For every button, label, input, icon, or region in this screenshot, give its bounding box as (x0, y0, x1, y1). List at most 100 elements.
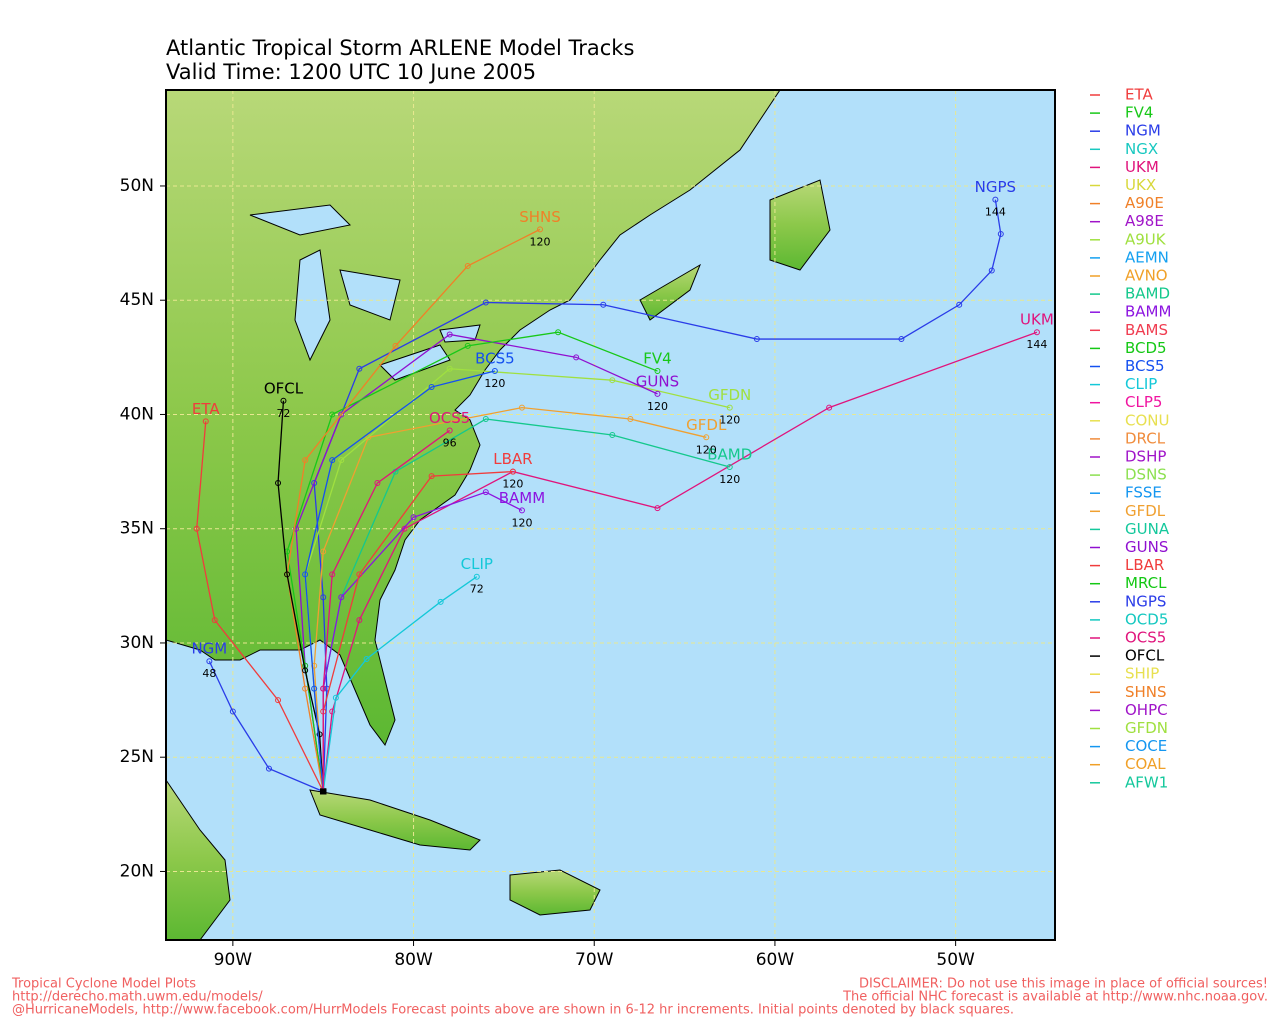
x-tick-label: 60W (756, 950, 795, 970)
forecast-point (446, 331, 453, 338)
track-label: GUNS (636, 372, 679, 390)
y-tick-label: 45N (120, 290, 154, 310)
forecast-point (284, 571, 291, 578)
forecast-point (275, 697, 282, 704)
grid (166, 90, 1055, 940)
footer-left: Tropical Cyclone Model Plots (11, 977, 196, 992)
forecast-point (311, 662, 318, 669)
legend-label: BAMS (1125, 321, 1168, 339)
hour-label: 120 (696, 443, 717, 456)
forecast-point (518, 507, 525, 514)
legend-label: BCD5 (1125, 339, 1167, 357)
track-label: NGM (191, 640, 227, 658)
forecast-point (275, 480, 282, 487)
forecast-point (229, 708, 236, 715)
legend-label: OFCL (1125, 647, 1165, 665)
forecast-point (518, 404, 525, 411)
footer-right: DISCLAIMER: Do not use this image in pla… (859, 977, 1268, 992)
forecast-point (329, 708, 336, 715)
forecast-point (446, 427, 453, 434)
legend-label: OHPC (1125, 701, 1168, 719)
legend-label: DSHP (1125, 448, 1166, 466)
forecast-point (726, 464, 733, 471)
forecast-point (265, 765, 272, 772)
hour-label: 120 (511, 516, 532, 529)
forecast-point (956, 301, 963, 308)
forecast-point (654, 505, 661, 512)
forecast-point (302, 667, 309, 674)
track-label: BAMM (499, 489, 545, 507)
x-tick-label: 50W (936, 950, 975, 970)
forecast-point (356, 571, 363, 578)
legend-label: GUNS (1125, 538, 1168, 556)
hour-label: 120 (502, 478, 523, 491)
legend-label: CONU (1125, 411, 1169, 429)
hour-label: 120 (719, 414, 740, 427)
forecast-point (826, 404, 833, 411)
legend-label: AEMN (1125, 248, 1169, 266)
legend-label: SHNS (1125, 683, 1167, 701)
forecast-point (363, 655, 370, 662)
track-line (277, 400, 324, 792)
legend-label: UKX (1125, 176, 1156, 194)
forecast-point (600, 301, 607, 308)
legend-label: A90E (1125, 194, 1164, 212)
y-tick-label: 35N (120, 519, 154, 539)
forecast-point (482, 489, 489, 496)
legend-label: A98E (1125, 212, 1164, 230)
track-label: LBAR (493, 450, 532, 468)
legend-label: COCE (1125, 737, 1167, 755)
forecast-point (356, 365, 363, 372)
track-label: OFCL (264, 379, 304, 397)
forecast-point (302, 571, 309, 578)
cuba (309, 789, 481, 851)
forecast-point (311, 685, 318, 692)
legend-label: GUNA (1125, 520, 1170, 538)
track-line (313, 199, 1002, 792)
legend-label: AFW1 (1125, 773, 1168, 791)
forecast-point (410, 514, 417, 521)
forecast-point (509, 468, 516, 475)
forecast-point (437, 598, 444, 605)
forecast-point (329, 571, 336, 578)
forecast-point (473, 573, 480, 580)
forecast-point (537, 226, 544, 233)
footer-right: The official NHC forecast is available a… (842, 990, 1268, 1005)
forecast-point (627, 416, 634, 423)
legend-label: GFDL (1125, 502, 1166, 520)
legend-label: GFDN (1125, 719, 1168, 737)
forecast-point (206, 658, 213, 665)
hour-label: 48 (202, 667, 216, 680)
forecast-point (320, 594, 327, 601)
forecast-point (491, 368, 498, 375)
legend-label: AVNO (1125, 267, 1168, 285)
track-label: CLIP (461, 555, 493, 573)
axes: 90W 80W 70W 60W 50W 20N 25N 30N 35N 40N 45N 50N (120, 176, 975, 970)
forecast-point (1033, 329, 1040, 336)
legend-label: DRCL (1125, 429, 1166, 447)
map-frame (165, 89, 1056, 941)
y-tick-label: 30N (120, 633, 154, 653)
track-label: ETA (192, 400, 220, 418)
newfoundland (769, 179, 831, 271)
legend-label: ETA (1125, 86, 1153, 104)
footer-left: http://derecho.math.uwm.edu/models/ (12, 990, 263, 1005)
x-tick-label: 90W (214, 950, 253, 970)
tracks: NGPS144UKM144BAMD120GFDL120GFDN120GUNS12… (191, 178, 1054, 795)
forecast-point (320, 685, 327, 692)
legend: ETAFV4NGMNGXUKMUKXA90EA98EA9UKAEMNAVNOBA… (1090, 86, 1171, 791)
legend-label: FV4 (1125, 104, 1153, 122)
legend-label: COAL (1125, 755, 1166, 773)
hour-label: 72 (276, 407, 290, 420)
legend-label: A9UK (1125, 230, 1167, 248)
x-tick-label: 80W (394, 950, 433, 970)
track-label: GFDN (708, 386, 751, 404)
legend-label: CLP5 (1125, 393, 1162, 411)
forecast-point (211, 617, 218, 624)
legend-label: SHIP (1125, 665, 1159, 683)
y-tick-label: 50N (120, 176, 154, 196)
track-label: BAMD (707, 446, 752, 464)
mexico (166, 779, 231, 940)
nova-scotia (639, 263, 702, 321)
footer-left: @HurricaneModels, http://www.facebook.co… (12, 1003, 1014, 1018)
